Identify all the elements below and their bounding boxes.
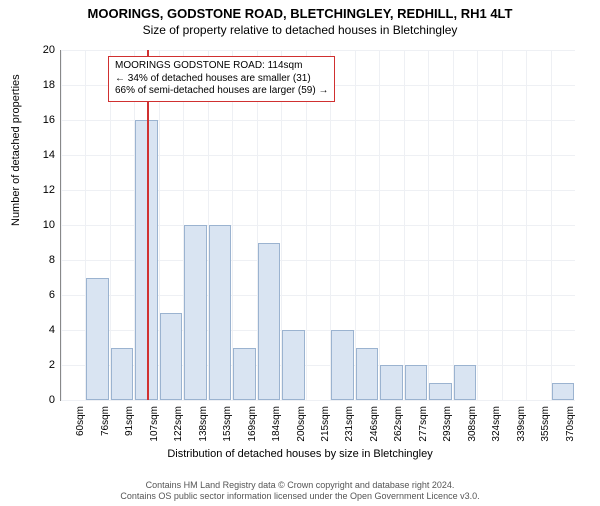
xtick-label: 262sqm <box>393 406 404 446</box>
xtick-label: 153sqm <box>222 406 233 446</box>
ytick-label: 18 <box>25 79 55 91</box>
footer-line2: Contains OS public sector information li… <box>0 491 600 502</box>
histogram-bar <box>429 383 451 401</box>
ytick-label: 14 <box>25 149 55 161</box>
ytick-label: 4 <box>25 324 55 336</box>
histogram-bar <box>331 330 353 400</box>
ytick-label: 20 <box>25 44 55 56</box>
gridline-v <box>551 50 552 400</box>
footer-line1: Contains HM Land Registry data © Crown c… <box>0 480 600 491</box>
histogram-bar <box>209 225 231 400</box>
histogram-bar <box>282 330 304 400</box>
reference-line <box>147 50 149 400</box>
gridline-v <box>502 50 503 400</box>
xtick-label: 138sqm <box>198 406 209 446</box>
xtick-label: 91sqm <box>124 406 135 446</box>
ytick-label: 2 <box>25 359 55 371</box>
histogram-bar <box>258 243 280 401</box>
histogram-bar <box>86 278 108 401</box>
xtick-label: 169sqm <box>247 406 258 446</box>
gridline-v <box>306 50 307 400</box>
xtick-label: 293sqm <box>442 406 453 446</box>
xtick-label: 308sqm <box>467 406 478 446</box>
x-axis-label: Distribution of detached houses by size … <box>0 448 600 460</box>
ytick-label: 6 <box>25 289 55 301</box>
histogram-bar <box>233 348 255 401</box>
chart-area: 0246810121416182060sqm76sqm91sqm107sqm12… <box>60 50 574 400</box>
xtick-label: 200sqm <box>296 406 307 446</box>
gridline-h <box>61 50 575 51</box>
xtick-label: 122sqm <box>173 406 184 446</box>
gridline-v <box>428 50 429 400</box>
xtick-label: 370sqm <box>565 406 576 446</box>
y-axis-label: Number of detached properties <box>10 74 22 226</box>
callout-line3: 66% of semi-detached houses are larger (… <box>115 85 328 98</box>
gridline-v <box>526 50 527 400</box>
xtick-label: 246sqm <box>369 406 380 446</box>
xtick-label: 277sqm <box>418 406 429 446</box>
histogram-bar <box>405 365 427 400</box>
ytick-label: 0 <box>25 394 55 406</box>
histogram-bar <box>111 348 133 401</box>
xtick-label: 355sqm <box>540 406 551 446</box>
gridline-v <box>404 50 405 400</box>
gridline-v <box>477 50 478 400</box>
xtick-label: 215sqm <box>320 406 331 446</box>
ytick-label: 16 <box>25 114 55 126</box>
chart-title-main: MOORINGS, GODSTONE ROAD, BLETCHINGLEY, R… <box>0 6 600 21</box>
histogram-bar <box>160 313 182 401</box>
ytick-label: 8 <box>25 254 55 266</box>
xtick-label: 339sqm <box>516 406 527 446</box>
xtick-label: 76sqm <box>100 406 111 446</box>
chart-title-sub: Size of property relative to detached ho… <box>0 23 600 37</box>
xtick-label: 60sqm <box>75 406 86 446</box>
ytick-label: 12 <box>25 184 55 196</box>
histogram-bar <box>454 365 476 400</box>
gridline-v <box>453 50 454 400</box>
gridline-h <box>61 400 575 401</box>
histogram-bar <box>380 365 402 400</box>
ytick-label: 10 <box>25 219 55 231</box>
callout-box: MOORINGS GODSTONE ROAD: 114sqm ← 34% of … <box>108 56 335 102</box>
xtick-label: 184sqm <box>271 406 282 446</box>
histogram-bar <box>552 383 574 401</box>
xtick-label: 107sqm <box>149 406 160 446</box>
footer-attribution: Contains HM Land Registry data © Crown c… <box>0 480 600 502</box>
callout-line1: MOORINGS GODSTONE ROAD: 114sqm <box>115 60 328 73</box>
histogram-bar <box>184 225 206 400</box>
callout-line2: ← 34% of detached houses are smaller (31… <box>115 73 328 86</box>
xtick-label: 324sqm <box>491 406 502 446</box>
histogram-bar <box>356 348 378 401</box>
gridline-v <box>61 50 62 400</box>
plot-region: 0246810121416182060sqm76sqm91sqm107sqm12… <box>60 50 575 401</box>
xtick-label: 231sqm <box>344 406 355 446</box>
gridline-v <box>379 50 380 400</box>
